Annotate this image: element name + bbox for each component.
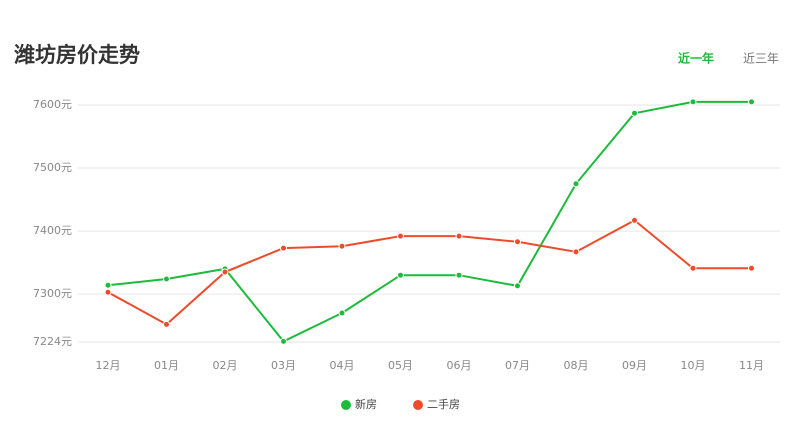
point [104, 281, 112, 289]
point [572, 180, 580, 188]
point [338, 309, 346, 317]
point [572, 248, 580, 256]
x-tick-label: 11月 [739, 359, 764, 372]
x-tick-label: 12月 [96, 359, 121, 372]
x-tick-label: 07月 [505, 359, 530, 372]
point [748, 98, 755, 106]
point [631, 109, 638, 117]
point [455, 232, 463, 240]
point [689, 98, 697, 106]
y-tick-label: 7600元 [33, 98, 72, 111]
point [280, 337, 287, 345]
point [338, 242, 346, 250]
x-tick-label: 10月 [681, 359, 706, 372]
chart-title: 潍坊房价走势 [14, 43, 140, 67]
point [748, 264, 755, 272]
x-tick-label: 05月 [388, 359, 413, 372]
y-tick-label: 7400元 [33, 224, 72, 237]
point [397, 271, 404, 279]
point [455, 271, 463, 279]
x-tick-label: 03月 [271, 359, 296, 372]
legend-marker [413, 400, 423, 410]
y-tick-label: 7300元 [33, 287, 72, 300]
point [514, 282, 521, 290]
point [689, 264, 697, 272]
x-tick-label: 06月 [447, 359, 472, 372]
series-line [107, 100, 752, 343]
y-tick-label: 7500元 [33, 161, 72, 174]
legend-marker [341, 400, 351, 410]
x-tick-label: 01月 [154, 359, 179, 372]
point [104, 288, 112, 296]
x-tick-label: 04月 [330, 359, 355, 372]
point [163, 320, 170, 328]
point [514, 238, 521, 246]
x-tick-label: 08月 [564, 359, 589, 372]
point [221, 268, 229, 276]
x-tick-label: 09月 [622, 359, 647, 372]
point [631, 216, 638, 224]
point [163, 275, 170, 283]
tab[interactable]: 近一年 [678, 51, 714, 66]
tab[interactable]: 近三年 [743, 52, 779, 66]
legend-label: 新房 [355, 397, 377, 411]
y-tick-label: 7224元 [33, 335, 72, 348]
legend-label: 二手房 [427, 397, 460, 411]
point [280, 244, 287, 252]
x-tick-label: 02月 [213, 359, 238, 372]
series-line [107, 219, 752, 326]
point [397, 232, 404, 240]
